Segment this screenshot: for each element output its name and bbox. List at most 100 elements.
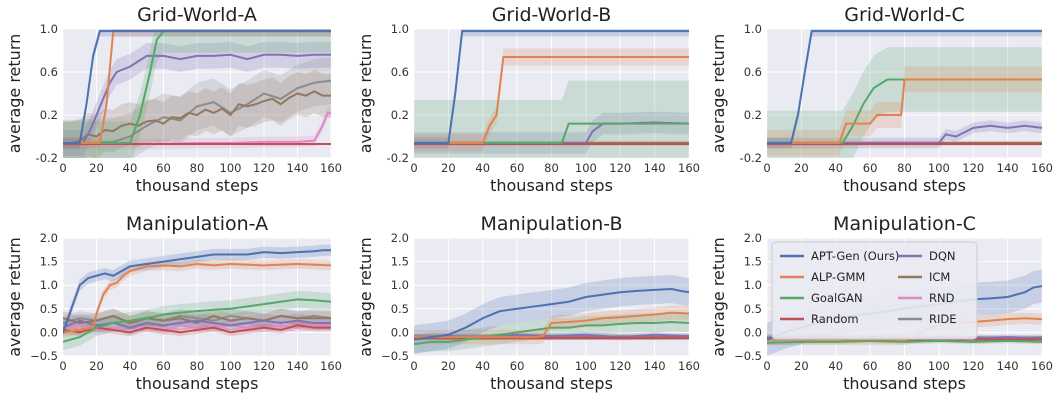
chart-0-xlabel: thousand steps <box>136 176 259 195</box>
chart-5-title: Manipulation-C <box>833 213 976 235</box>
chart-0-xtick-label: 80 <box>190 161 205 175</box>
chart-3-line-alp-gmm <box>63 262 331 334</box>
chart-3-band-dqn <box>63 313 331 335</box>
legend-label-apt-gen-ours: APT-Gen (Ours) <box>811 249 899 263</box>
chart-0-line-apt-gen-ours <box>63 30 331 144</box>
chart-3-line-apt-gen-ours <box>63 249 331 333</box>
chart-3-ytick-label: 0.5 <box>40 302 58 316</box>
chart-0-ytick-label: 0.2 <box>40 108 58 122</box>
chart-4-xtick-label: 160 <box>678 359 700 373</box>
chart-5-ylabel: average return <box>709 237 728 357</box>
chart-1-xtick-label: 140 <box>644 161 666 175</box>
chart-2-ytick-label: -0.2 <box>740 151 762 165</box>
chart-3-xtick-label: 140 <box>287 359 309 373</box>
chart-0-panel: -0.2 0.2 0.6 1.0 0 20 40 60 80 100 120 140 160 Grid-W… <box>5 4 342 195</box>
chart-0-xtick-label: 100 <box>220 161 242 175</box>
chart-3-ytick-label: −0.5 <box>30 349 58 363</box>
chart-0-line-icm <box>63 90 331 144</box>
chart-2-ytick-label: 1.0 <box>744 22 762 36</box>
chart-3-line-random <box>63 324 331 334</box>
chart-2-xtick-label: 0 <box>763 161 770 175</box>
chart-1-ytick-label: 0.2 <box>391 108 409 122</box>
chart-4-xtick-label: 0 <box>410 359 417 373</box>
chart-2-line-goalgan <box>767 78 1042 144</box>
chart-4-line-apt-gen-ours <box>414 287 689 341</box>
chart-3-ytick-label: 1.5 <box>40 255 58 269</box>
chart-3-xtick-label: 60 <box>156 359 171 373</box>
chart-2-xlabel: thousand steps <box>843 176 966 195</box>
chart-5-xlabel: thousand steps <box>843 374 966 393</box>
chart-0-xtick-label: 0 <box>59 161 66 175</box>
chart-2-line-alp-gmm <box>767 78 1042 144</box>
chart-4-ytick-label: −0.5 <box>381 349 409 363</box>
chart-2-band-alp-gmm <box>767 66 1042 156</box>
chart-3-xtick-label: 40 <box>123 359 138 373</box>
chart-3-band-apt-gen-ours <box>63 244 331 339</box>
chart-3-ytick-label: 1.0 <box>40 278 58 292</box>
chart-4-ytick-label: 0.0 <box>391 325 409 339</box>
chart-4-xtick-label: 80 <box>544 359 559 373</box>
chart-2-line-dqn <box>767 124 1042 144</box>
chart-1-band-alp-gmm <box>414 48 689 152</box>
chart-1-line-apt-gen-ours <box>414 30 689 144</box>
chart-2-xtick-label: 160 <box>1031 161 1053 175</box>
chart-2-band-goalgan <box>767 47 1042 158</box>
chart-4-xtick-label: 120 <box>609 359 631 373</box>
chart-3-data-layer <box>63 244 331 351</box>
chart-1-xtick-label: 120 <box>609 161 631 175</box>
chart-3-panel: −0.5 0.0 0.5 1.0 1.5 2.0 0 20 40 60 80 100 120 140 160… <box>5 213 342 393</box>
chart-1-ytick-label: 1.0 <box>391 22 409 36</box>
chart-0-ytick-label: 1.0 <box>40 22 58 36</box>
chart-3-xtick-label: 0 <box>59 359 66 373</box>
chart-2-xtick-label: 40 <box>828 161 843 175</box>
legend-label-ride: RIDE <box>929 312 957 326</box>
chart-5-xtick-label: 120 <box>962 359 984 373</box>
chart-3-xlabel: thousand steps <box>136 374 259 393</box>
chart-3-xtick-label: 20 <box>89 359 104 373</box>
chart-4-xtick-label: 100 <box>575 359 597 373</box>
chart-1-band-goalgan <box>414 80 689 158</box>
chart-5-ytick-label: 2.0 <box>744 231 762 245</box>
chart-2-title: Grid-World-C <box>844 4 965 26</box>
chart-2-xtick-label: 20 <box>794 161 809 175</box>
chart-1-title: Grid-World-B <box>492 4 612 26</box>
chart-4-ytick-label: 1.0 <box>391 278 409 292</box>
chart-5-ytick-label: 1.5 <box>744 255 762 269</box>
chart-5-xtick-label: 40 <box>828 359 843 373</box>
chart-5-xtick-label: 0 <box>763 359 770 373</box>
chart-0-line-dqn <box>63 53 331 144</box>
chart-0-ytick-label: -0.2 <box>36 151 58 165</box>
chart-4-line-alp-gmm <box>414 311 689 339</box>
chart-1-ytick-label: -0.2 <box>387 151 409 165</box>
chart-4-xlabel: thousand steps <box>490 374 613 393</box>
chart-0-xtick-label: 20 <box>89 161 104 175</box>
chart-5-xtick-label: 100 <box>928 359 950 373</box>
chart-4-xtick-label: 40 <box>475 359 490 373</box>
chart-2-panel: -0.2 0.2 0.6 1.0 0 20 40 60 80 100 120 140 160 Grid-W… <box>709 4 1053 195</box>
chart-0-title: Grid-World-A <box>137 4 257 26</box>
chart-4-ytick-label: 1.5 <box>391 255 409 269</box>
chart-5-xtick-label: 20 <box>794 359 809 373</box>
chart-3-xtick-label: 80 <box>190 359 205 373</box>
chart-4-line-goalgan <box>414 321 689 346</box>
chart-0-ylabel: average return <box>5 34 24 154</box>
chart-0-xtick-label: 40 <box>123 161 138 175</box>
chart-5-xtick-label: 80 <box>897 359 912 373</box>
legend-label-dqn: DQN <box>929 249 956 263</box>
chart-0-xtick-label: 160 <box>320 161 342 175</box>
chart-5-ytick-label: 0.0 <box>744 325 762 339</box>
chart-2-xtick-label: 140 <box>997 161 1019 175</box>
chart-1-line-goalgan <box>414 122 689 144</box>
chart-3-ytick-label: 0.0 <box>40 325 58 339</box>
chart-3-band-goalgan <box>63 290 331 351</box>
chart-0-xtick-label: 140 <box>287 161 309 175</box>
chart-3-xtick-label: 120 <box>253 359 275 373</box>
chart-1-panel: -0.2 0.2 0.6 1.0 0 20 40 60 80 100 120 140 160 Grid-W… <box>356 4 700 195</box>
chart-0-band-goalgan <box>63 29 331 158</box>
legend: APT-Gen (Ours) ALP-GMM GoalGAN Random DQN ICM… <box>771 241 978 340</box>
chart-2-xtick-label: 100 <box>928 161 950 175</box>
chart-2-ylabel: average return <box>709 34 728 154</box>
chart-5-ytick-label: 1.0 <box>744 278 762 292</box>
chart-3-xtick-label: 100 <box>220 359 242 373</box>
